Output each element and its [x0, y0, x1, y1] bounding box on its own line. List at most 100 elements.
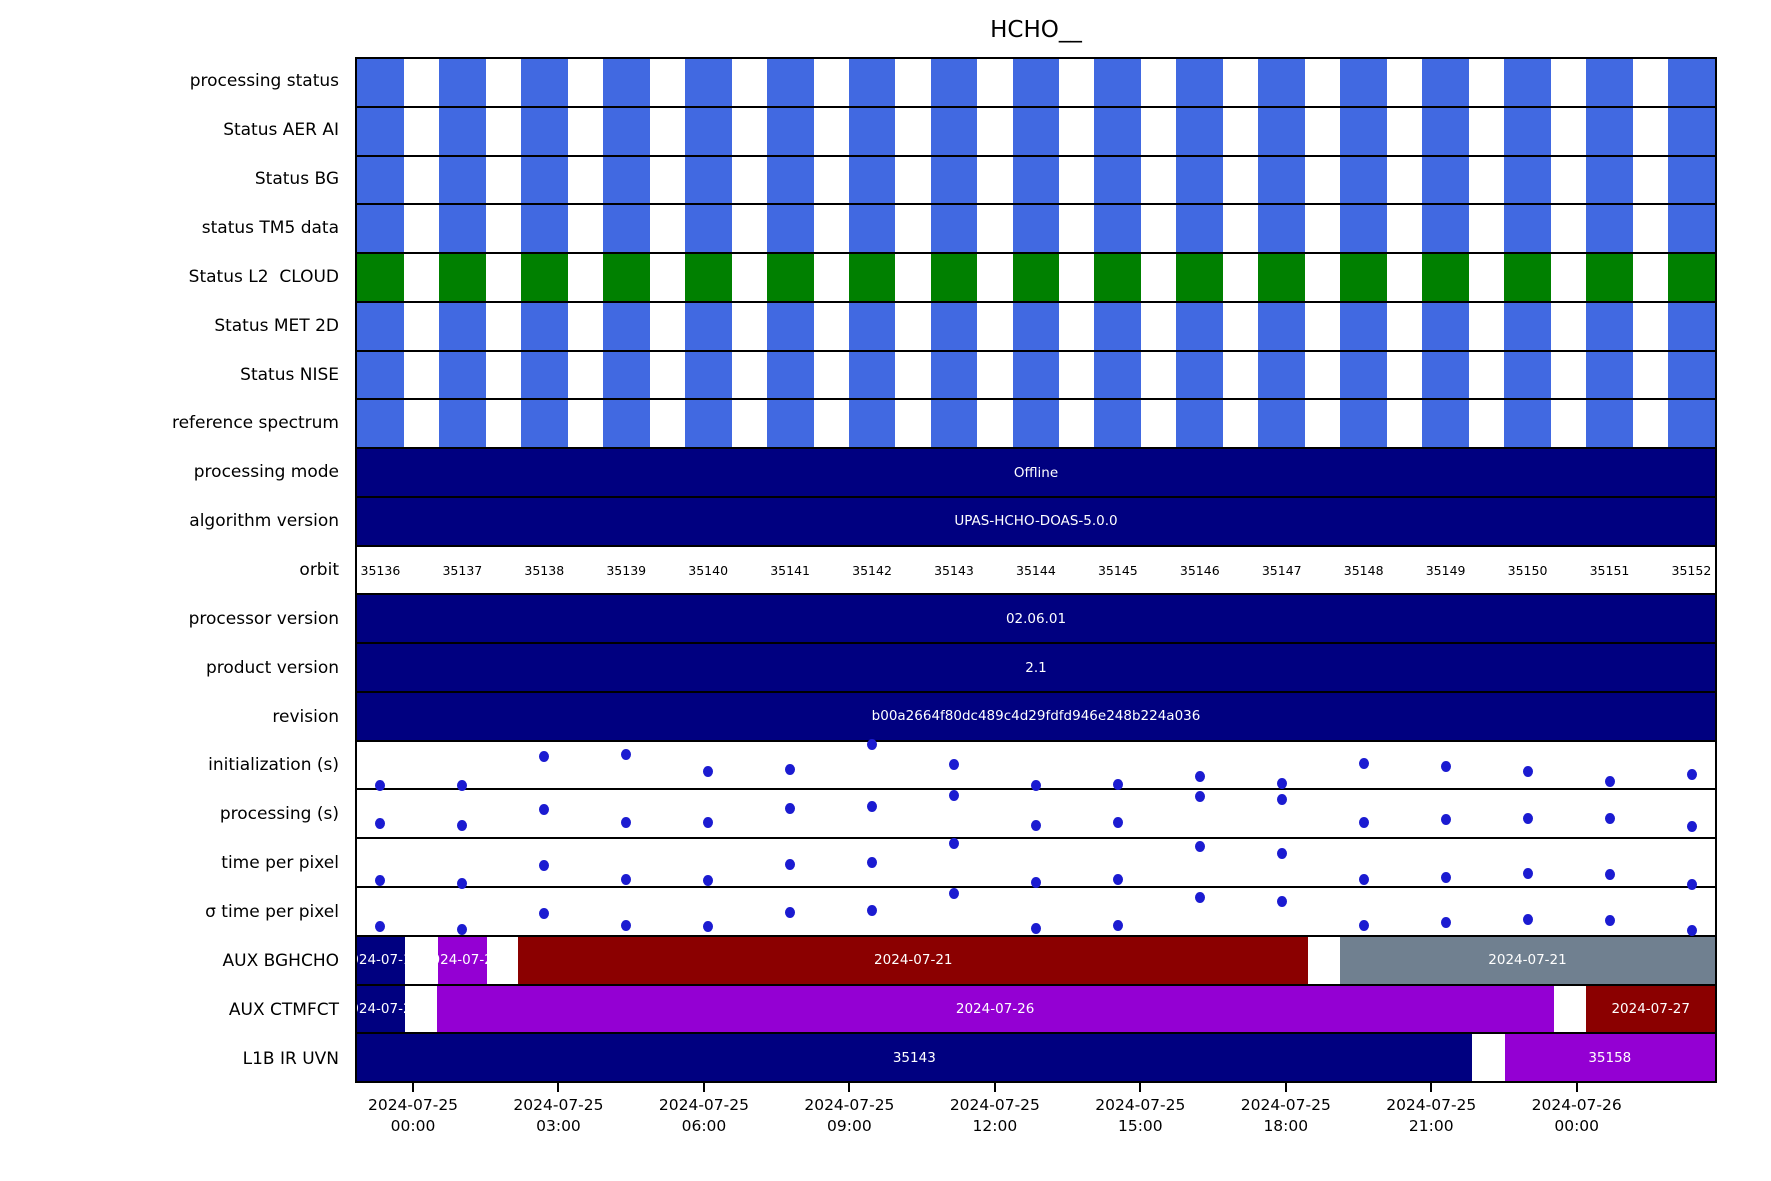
status-bar [1422, 156, 1470, 204]
status-bar [1504, 302, 1551, 350]
status-bar [438, 254, 486, 301]
data-point [539, 908, 550, 920]
status-bar [1504, 254, 1551, 301]
status-bar [930, 254, 978, 301]
status-bar [1258, 302, 1306, 350]
row-label-initialization-s: initialization (s) [208, 755, 339, 776]
row-processing-status [357, 59, 1715, 108]
data-point [1276, 794, 1287, 806]
status-bar [1340, 351, 1388, 399]
status-bar [684, 205, 732, 253]
status-bar [684, 156, 732, 204]
segment-label: 35143 [892, 1049, 936, 1066]
status-bar [1668, 107, 1715, 155]
status-bar [1668, 205, 1715, 253]
status-bar [1586, 107, 1633, 155]
status-bar [357, 59, 404, 106]
timeline-segment: 35143 [357, 1034, 1472, 1082]
data-point [457, 923, 468, 935]
status-bar [520, 156, 568, 204]
status-bar [602, 156, 650, 204]
status-bar [1258, 400, 1306, 448]
data-point [949, 790, 960, 802]
status-bar [438, 59, 486, 106]
row-processing-mode: Offline [357, 449, 1715, 498]
x-tick-label: 2024-07-25 09:00 [804, 1096, 895, 1135]
status-bar [357, 156, 404, 204]
row-revision: b00a2664f80dc489c4d29fdfd946e248b224a036 [357, 692, 1715, 742]
status-bar [766, 254, 814, 301]
status-bar [848, 302, 896, 350]
x-tick-label: 2024-07-25 15:00 [1095, 1096, 1186, 1135]
status-bar [930, 205, 978, 253]
status-bar [602, 351, 650, 399]
status-bar [1668, 302, 1715, 350]
status-bar [602, 205, 650, 253]
status-bar [438, 205, 486, 253]
status-bar [520, 107, 568, 155]
status-bar [1422, 59, 1470, 106]
row-label-revision: revision [272, 706, 339, 727]
data-point [1112, 779, 1123, 791]
orbit-label: 35136 [360, 562, 401, 578]
status-bar [520, 254, 568, 301]
status-bar [1340, 156, 1388, 204]
x-tick-mark [557, 1083, 560, 1092]
row-fill-processor-version: 02.06.01 [357, 595, 1715, 643]
status-bar [1504, 205, 1551, 253]
row-label-time-per-pixel: time per pixel [221, 853, 339, 874]
row-label-processing-status: processing status [189, 71, 339, 92]
x-tick-label: 2024-07-26 00:00 [1531, 1096, 1622, 1135]
status-bar [848, 205, 896, 253]
status-bar [930, 351, 978, 399]
status-bar [1504, 351, 1551, 399]
row-label-processor-version: processor version [188, 608, 339, 629]
status-bar [1586, 351, 1633, 399]
data-point [539, 803, 550, 815]
data-point [1031, 779, 1041, 791]
timeline-segment: 2024-07-26 [436, 985, 1554, 1033]
row-label-aux-bghcho: AUX BGHCHO [222, 950, 339, 971]
timeline-segment: 2024-07-18 [357, 936, 405, 984]
status-bar-track [357, 205, 1715, 253]
status-bar [602, 302, 650, 350]
data-point [1686, 925, 1697, 937]
orbit-label: 35152 [1671, 562, 1712, 578]
status-bar [1586, 59, 1633, 106]
x-tick-label: 2024-07-25 03:00 [513, 1096, 604, 1135]
row-label-aux-ctmfct: AUX CTMFCT [228, 999, 339, 1020]
status-bar [1012, 205, 1060, 253]
data-point [949, 837, 960, 849]
row-time-per-pixel [357, 837, 1715, 890]
row-value: Offline [1013, 464, 1059, 481]
data-point [1358, 816, 1369, 828]
status-bar [357, 205, 404, 253]
row-label-status-nise: Status NISE [240, 364, 339, 385]
status-bar [1012, 59, 1060, 106]
x-tick-mark [702, 1083, 705, 1092]
status-bar [930, 400, 978, 448]
status-bar [1504, 400, 1551, 448]
status-bar [1094, 107, 1142, 155]
status-bar [1340, 59, 1388, 106]
status-bar [930, 156, 978, 204]
status-bar [438, 400, 486, 448]
status-bar [1258, 351, 1306, 399]
data-point [1522, 813, 1533, 825]
data-point [1358, 874, 1369, 885]
status-bar [357, 400, 404, 448]
status-bar [684, 302, 732, 350]
orbit-label: 35145 [1097, 562, 1138, 578]
status-bar [1340, 107, 1388, 155]
status-bar [1012, 254, 1060, 301]
row-value: 2.1 [1025, 659, 1047, 676]
status-bar [1668, 254, 1715, 301]
data-point [1112, 816, 1123, 828]
status-bar [520, 302, 568, 350]
status-bar [1668, 351, 1715, 399]
status-bar [848, 400, 896, 448]
data-point [1194, 892, 1205, 904]
row-label-status-l2-cloud: Status L2 CLOUD [188, 266, 339, 287]
orbit-cell: 35141 [767, 563, 814, 578]
status-bar [438, 156, 486, 204]
